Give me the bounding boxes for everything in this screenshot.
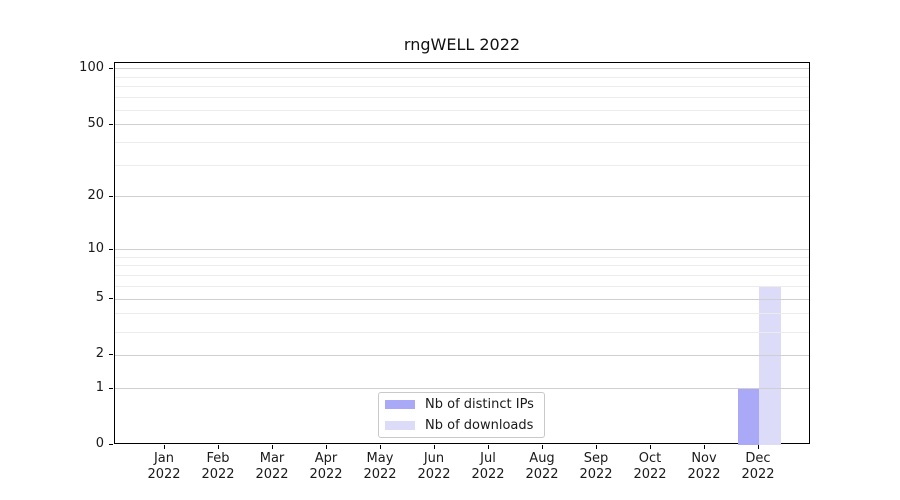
y-tick-mark [109,248,113,250]
x-tick-month: Oct [638,451,662,466]
y-tick-mark [109,354,113,356]
gridline-major [115,388,809,390]
legend-item-downloads: Nb of downloads [385,417,537,435]
x-tick-year: 2022 [147,467,181,482]
plot-area [114,62,810,445]
x-tick-label: Apr 2022 [298,451,354,483]
gridline-major [115,354,809,356]
gridline-major [115,68,809,70]
y-tick-label: 100 [79,59,104,75]
gridline-minor [115,265,809,267]
y-tick-mark [109,67,113,69]
chart-title: rngWELL 2022 [403,35,521,54]
x-tick-label: Aug 2022 [514,451,570,483]
gridline-major [115,124,809,126]
x-tick-label: Feb 2022 [190,451,246,483]
x-tick-month: Nov [691,451,717,466]
gridline-minor [115,76,809,78]
x-tick-mark [164,445,165,449]
x-tick-label: May 2022 [352,451,408,483]
x-tick-month: Mar [259,451,285,466]
gridline-major [115,196,809,198]
x-tick-year: 2022 [201,467,235,482]
legend-swatch-downloads [385,420,415,430]
x-tick-year: 2022 [741,467,775,482]
gridline-minor [115,313,809,315]
gridline-minor [115,141,809,143]
x-tick-month: Jan [153,451,175,466]
y-tick-label: 20 [87,187,104,203]
gridline-minor [115,97,809,99]
x-tick-year: 2022 [579,467,613,482]
x-tick-year: 2022 [309,467,343,482]
gridline-major [115,298,809,300]
y-tick-label: 1 [95,379,104,395]
x-tick-month: Feb [206,451,230,466]
x-tick-mark [218,445,219,449]
x-tick-month: Aug [529,451,555,466]
gridline-minor [115,275,809,277]
legend-label-downloads: Nb of downloads [425,417,534,433]
x-tick-label: Dec 2022 [730,451,786,483]
x-tick-label: Nov 2022 [676,451,732,483]
x-tick-year: 2022 [255,467,289,482]
gridline-minor [115,164,809,166]
x-tick-mark [272,445,273,449]
y-tick-mark [109,298,113,300]
x-tick-year: 2022 [525,467,559,482]
gridline-minor [115,256,809,258]
gridline-minor [115,285,809,287]
x-tick-month: Dec [745,451,771,466]
legend-label-distinct-ips: Nb of distinct IPs [425,397,534,413]
x-tick-mark [596,445,597,449]
x-tick-month: May [366,451,394,466]
y-tick-label: 50 [87,115,104,131]
y-tick-label: 5 [95,290,104,306]
bar-downloads [759,286,781,445]
gridline-minor [115,331,809,333]
x-tick-year: 2022 [417,467,451,482]
y-tick-mark [109,387,113,389]
x-tick-month: Sep [583,451,609,466]
gridline-minor [115,86,809,88]
x-tick-year: 2022 [633,467,667,482]
y-tick-label: 0 [95,436,104,451]
x-tick-month: Jun [423,451,445,466]
y-tick-mark [109,195,113,197]
x-tick-label: Jun 2022 [406,451,462,483]
y-tick-label: 10 [87,240,104,256]
x-tick-label: Sep 2022 [568,451,624,483]
x-tick-mark [704,445,705,449]
legend-swatch-distinct-ips [385,400,415,410]
legend-item-distinct-ips: Nb of distinct IPs [385,396,537,414]
gridline-minor [115,109,809,111]
x-tick-label: Mar 2022 [244,451,300,483]
x-tick-year: 2022 [687,467,721,482]
x-tick-mark [434,445,435,449]
y-tick-mark [109,444,113,445]
x-tick-mark [488,445,489,449]
bar-distinct-ips [737,388,759,445]
x-tick-label: Oct 2022 [622,451,678,483]
x-tick-label: Jul 2022 [460,451,516,483]
x-tick-mark [380,445,381,449]
x-tick-mark [650,445,651,449]
x-tick-year: 2022 [471,467,505,482]
x-tick-month: Jul [480,451,496,466]
gridline-major [115,249,809,251]
x-tick-year: 2022 [363,467,397,482]
y-tick-mark [109,123,113,125]
x-tick-mark [758,445,759,449]
x-tick-mark [542,445,543,449]
legend: Nb of distinct IPs Nb of downloads [378,392,545,438]
x-tick-mark [326,445,327,449]
y-tick-label: 2 [95,346,104,362]
x-tick-month: Apr [314,451,338,466]
x-tick-label: Jan 2022 [136,451,192,483]
